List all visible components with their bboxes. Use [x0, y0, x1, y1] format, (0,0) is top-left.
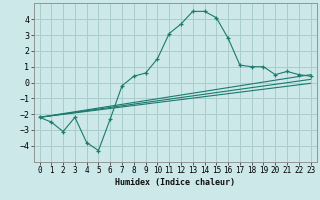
X-axis label: Humidex (Indice chaleur): Humidex (Indice chaleur) [115, 178, 235, 187]
